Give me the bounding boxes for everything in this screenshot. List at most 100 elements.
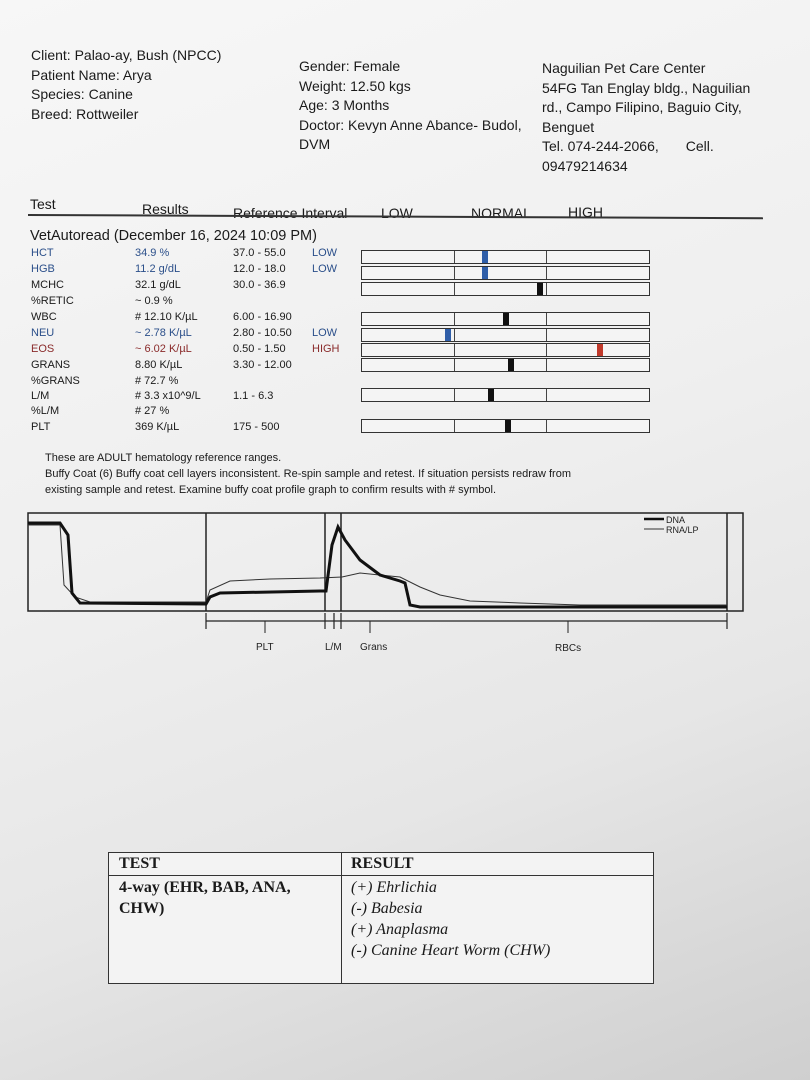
test-result: 32.1 g/dL xyxy=(135,279,181,291)
test-column xyxy=(109,853,342,983)
range-bar xyxy=(361,312,650,326)
range-divider xyxy=(453,251,455,263)
header-low: LOW xyxy=(381,205,413,221)
value-marker xyxy=(508,359,515,371)
clinic-address-2: rd., Campo Filipino, Baguio City, xyxy=(542,99,742,115)
breed: Breed: Rottweiler xyxy=(31,105,139,122)
test-name: L/M xyxy=(31,390,50,402)
range-bar xyxy=(361,419,650,433)
range-divider xyxy=(545,389,547,401)
range-bar xyxy=(361,250,650,264)
result-anaplasma: (+) Anaplasma xyxy=(351,921,449,938)
range-divider xyxy=(545,267,547,279)
note-adult: These are ADULT hematology reference ran… xyxy=(45,452,282,464)
range-divider xyxy=(453,344,455,356)
label-grans: Grans xyxy=(360,642,387,653)
test-result: ~ 6.02 K/µL xyxy=(135,343,192,355)
range-bar xyxy=(361,343,650,357)
value-marker xyxy=(488,389,495,401)
range-divider xyxy=(453,329,455,341)
result-ehrlichia: (+) Ehrlichia xyxy=(351,879,437,896)
test-result: # 27 % xyxy=(135,405,170,417)
reference-interval: 1.1 - 6.3 xyxy=(233,390,274,402)
clinic-info: Naguilian Pet Care Center 54FG Tan Engla… xyxy=(542,59,750,176)
range-divider xyxy=(545,344,547,356)
value-marker xyxy=(505,420,512,432)
range-bar xyxy=(361,282,650,296)
reference-interval: 37.0 - 55.0 xyxy=(233,247,286,259)
test-name: MCHC xyxy=(31,279,64,291)
label-plt: PLT xyxy=(256,642,274,653)
range-bar xyxy=(361,358,650,372)
vetautoread-title: VetAutoread (December 16, 2024 10:09 PM) xyxy=(30,228,317,244)
test-result: 8.80 K/µL xyxy=(135,359,183,371)
range-divider xyxy=(545,329,547,341)
test-result: # 3.3 x10^9/L xyxy=(135,390,201,402)
species: Species: Canine xyxy=(31,86,133,102)
result-babesia: (-) Babesia xyxy=(351,900,423,917)
test-result: # 12.10 K/µL xyxy=(135,311,198,323)
value-marker xyxy=(482,251,489,263)
flag: LOW xyxy=(312,263,338,275)
range-divider xyxy=(545,420,547,432)
range-bar xyxy=(361,328,650,342)
flag: LOW xyxy=(312,327,338,339)
range-bar xyxy=(361,266,650,280)
buffy-coat-graph: DNA RNA/LP PLT L/M Grans RBCs xyxy=(27,512,744,654)
range-divider xyxy=(545,251,547,263)
test-name-2: CHW) xyxy=(119,900,165,917)
four-way-test-table: TEST RESULT 4-way (EHR, BAB, ANA, CHW) (… xyxy=(108,852,654,984)
test-name: %L/M xyxy=(31,405,60,417)
reference-interval: 175 - 500 xyxy=(233,421,280,433)
range-divider xyxy=(545,313,547,325)
test-result: ~ 0.9 % xyxy=(135,295,173,307)
gender: Gender: Female xyxy=(299,58,401,74)
value-marker xyxy=(597,344,604,356)
reference-interval: 3.30 - 12.00 xyxy=(233,359,292,371)
test-result: ~ 2.78 K/µL xyxy=(135,327,192,339)
header-test: Test xyxy=(30,196,56,212)
test-name: EOS xyxy=(31,343,55,355)
client-info: Client: Palao-ay, Bush (NPCC) Patient Na… xyxy=(31,46,221,124)
test-name: WBC xyxy=(31,311,57,323)
clinic-address-1: 54FG Tan Englay bldg., Naguilian xyxy=(542,79,751,96)
test-name: HCT xyxy=(31,247,54,259)
reference-interval: 30.0 - 36.9 xyxy=(233,279,286,291)
test-result: 34.9 % xyxy=(135,247,170,259)
legend-rna: RNA/LP xyxy=(666,525,699,535)
doctor-title: DVM xyxy=(299,136,331,152)
doctor: Doctor: Kevyn Anne Abance- Budol, xyxy=(299,116,522,133)
cell-label: Cell. xyxy=(685,138,714,154)
label-lm: L/M xyxy=(325,642,342,653)
value-marker xyxy=(482,267,489,279)
clinic-address-3: Benguet xyxy=(542,118,595,135)
weight: Weight: 12.50 kgs xyxy=(299,77,411,94)
test-result: # 72.7 % xyxy=(135,375,179,387)
clinic-name: Naguilian Pet Care Center xyxy=(542,60,706,76)
client-name: Client: Palao-ay, Bush (NPCC) xyxy=(31,47,222,63)
value-marker xyxy=(536,283,543,295)
clinic-phone: Tel. 074-244-2066, Cell. xyxy=(542,138,714,154)
value-marker xyxy=(502,313,509,325)
test-result: 11.2 g/dL xyxy=(135,263,181,275)
flag: HIGH xyxy=(312,343,340,355)
clinic-cell: 09479214634 xyxy=(542,157,628,174)
range-divider xyxy=(453,267,455,279)
range-divider xyxy=(453,283,455,295)
table-header-result: RESULT xyxy=(351,855,414,872)
label-rbcs: RBCs xyxy=(555,643,581,654)
range-bar xyxy=(361,388,650,402)
range-divider xyxy=(453,359,455,371)
value-marker xyxy=(445,329,452,341)
table-header-test: TEST xyxy=(119,855,160,872)
note-buffy-1: Buffy Coat (6) Buffy coat cell layers in… xyxy=(45,468,571,480)
test-name: PLT xyxy=(31,421,51,433)
range-divider xyxy=(453,313,455,325)
test-name-1: 4-way (EHR, BAB, ANA, xyxy=(119,879,291,896)
flag: LOW xyxy=(312,247,338,259)
header-ref: Reference Interval xyxy=(233,205,348,221)
patient-details: Gender: Female Weight: 12.50 kgs Age: 3 … xyxy=(299,57,522,155)
result-chw: (-) Canine Heart Worm (CHW) xyxy=(351,942,551,959)
test-name: NEU xyxy=(31,327,55,339)
age: Age: 3 Months xyxy=(299,97,390,113)
